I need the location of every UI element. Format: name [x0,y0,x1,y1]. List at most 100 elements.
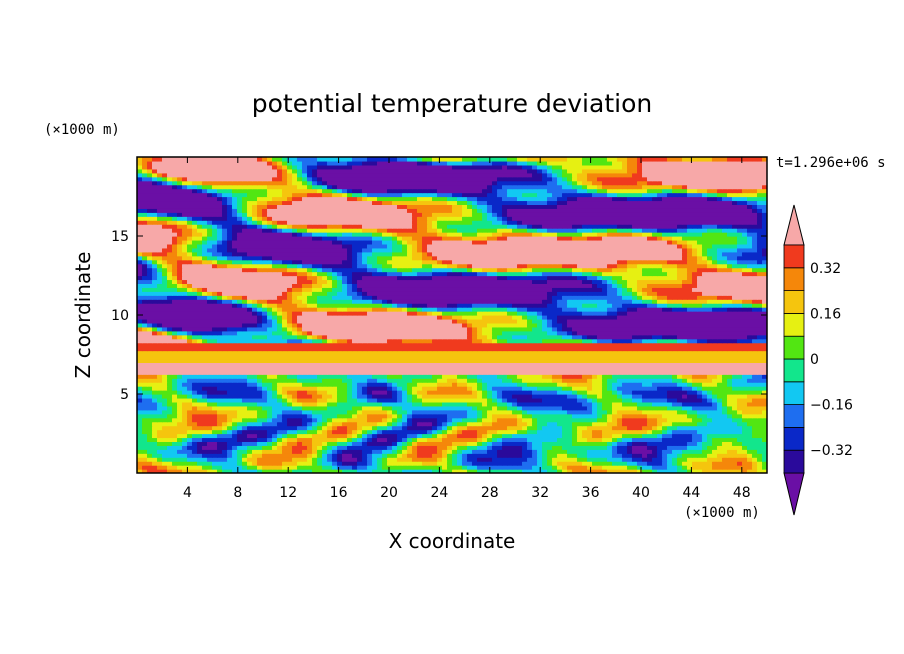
heatmap-cell [367,465,373,470]
heatmap-cell [282,374,288,379]
heatmap-cell [452,318,458,324]
heatmap-cell [282,318,288,324]
heatmap-cell [432,386,438,391]
heatmap-cell [397,445,403,450]
heatmap-cell [377,433,383,439]
heatmap-cell [297,330,303,336]
heatmap-cell [642,374,648,379]
heatmap-cell [492,338,498,344]
heatmap-cell [672,409,678,415]
heatmap-cell [597,334,603,340]
heatmap-cell [707,386,713,391]
heatmap-cell [637,334,643,340]
heatmap-cell [372,370,378,375]
heatmap-cell [697,358,703,363]
heatmap-cell [237,449,243,454]
heatmap-cell [532,346,538,352]
heatmap-cell [597,405,603,411]
heatmap-cell [432,429,438,435]
heatmap-cell [407,453,413,458]
heatmap-cell [502,461,508,466]
heatmap-cell [162,409,168,415]
heatmap-cell [617,362,623,367]
heatmap-cell [492,469,498,473]
heatmap-cell [462,346,468,352]
heatmap-cell [642,465,648,470]
heatmap-cell [487,390,493,395]
heatmap-cell [292,441,298,446]
heatmap-cell [502,437,508,442]
heatmap-cell [312,386,318,391]
heatmap-cell [177,469,183,473]
heatmap-cell [452,453,458,458]
heatmap-cell [192,334,198,340]
heatmap-cell [682,382,688,387]
heatmap-cell [287,433,293,439]
heatmap-cell [292,378,298,383]
heatmap-cell [697,386,703,391]
heatmap-cell [457,342,463,348]
heatmap-cell [372,465,378,470]
heatmap-cell [417,378,423,383]
heatmap-cell [412,449,418,454]
heatmap-cell [187,354,193,360]
heatmap-cell [447,449,453,454]
heatmap-cell [167,449,173,454]
heatmap-cell [267,350,273,356]
heatmap-cell [522,441,528,446]
heatmap-cell [392,386,398,391]
heatmap-cell [227,382,233,387]
heatmap-cell [367,453,373,458]
heatmap-cell [147,465,153,470]
heatmap-cell [167,370,173,375]
heatmap-cell [622,421,628,427]
heatmap-cell [252,322,258,328]
heatmap-cell [652,330,658,336]
heatmap-cell [567,358,573,363]
heatmap-cell [652,425,658,431]
heatmap-cell [182,457,188,462]
heatmap-cell [227,370,233,375]
heatmap-cell [552,326,558,332]
heatmap-cell [437,350,443,356]
heatmap-cell [162,449,168,454]
heatmap-cell [567,378,573,383]
heatmap-cell [732,394,738,399]
heatmap-cell [387,386,393,391]
heatmap-cell [182,453,188,458]
heatmap-cell [677,401,683,407]
heatmap-cell [347,441,353,446]
heatmap-cell [257,386,263,391]
heatmap-cell [552,469,558,473]
heatmap-cell [197,409,203,415]
heatmap-cell [422,338,428,344]
heatmap-cell [602,394,608,399]
heatmap-cell [462,318,468,324]
time-label: t=1.296e+06 s [776,155,886,171]
heatmap-cell [342,350,348,356]
heatmap-cell [272,370,278,375]
heatmap-cell [172,374,178,379]
heatmap-cell [757,386,763,391]
heatmap-cell [582,366,588,371]
heatmap-cell [637,394,643,399]
heatmap-cell [347,397,353,403]
heatmap-cell [312,315,318,320]
heatmap-cell [137,326,143,332]
heatmap-cell [672,366,678,371]
heatmap-cell [597,445,603,450]
heatmap-cell [152,417,158,423]
heatmap-cell [342,366,348,371]
heatmap-cell [242,429,248,435]
heatmap-cell [602,342,608,348]
heatmap-cell [532,374,538,379]
heatmap-cell [212,461,218,466]
heatmap-cell [297,405,303,411]
heatmap-cell [212,453,218,458]
heatmap-cell [567,437,573,442]
heatmap-cell [302,362,308,367]
heatmap-cell [382,401,388,407]
heatmap-cell [277,366,283,371]
heatmap-cell [202,354,208,360]
heatmap-cell [322,386,328,391]
